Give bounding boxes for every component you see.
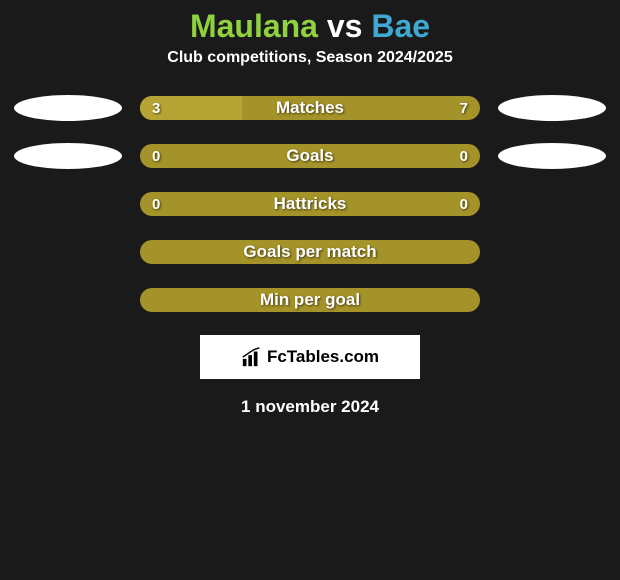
stat-row: Goals per match: [0, 239, 620, 265]
team-right-badge: [498, 143, 606, 169]
branding-box[interactable]: FcTables.com: [200, 335, 420, 379]
branding-text: FcTables.com: [267, 347, 379, 367]
stat-row: 37Matches: [0, 95, 620, 121]
stat-label: Goals per match: [140, 240, 480, 264]
bar-chart-icon: [241, 346, 263, 368]
team-right-badge: [498, 95, 606, 121]
spacer: [14, 287, 122, 313]
spacer: [14, 239, 122, 265]
date-label: 1 november 2024: [0, 397, 620, 417]
stat-bar: 37Matches: [140, 96, 480, 120]
stat-row: 00Goals: [0, 143, 620, 169]
stat-row: 00Hattricks: [0, 191, 620, 217]
stat-row: Min per goal: [0, 287, 620, 313]
stat-bar: Goals per match: [140, 240, 480, 264]
stat-label: Matches: [140, 96, 480, 120]
stat-bar: 00Hattricks: [140, 192, 480, 216]
stats-container: 37Matches 00Goals 00Hattricks Goals per mat…: [0, 95, 620, 313]
subtitle: Club competitions, Season 2024/2025: [0, 49, 620, 67]
stat-bar: 00Goals: [140, 144, 480, 168]
team-left-badge: [14, 143, 122, 169]
title-player2: Bae: [371, 8, 430, 44]
page-title: Maulana vs Bae: [0, 0, 620, 49]
spacer: [14, 191, 122, 217]
stat-label: Hattricks: [140, 192, 480, 216]
stat-bar: Min per goal: [140, 288, 480, 312]
team-left-badge: [14, 95, 122, 121]
spacer: [498, 239, 606, 265]
title-vs: vs: [327, 8, 363, 44]
title-player1: Maulana: [190, 8, 318, 44]
spacer: [498, 191, 606, 217]
stat-label: Min per goal: [140, 288, 480, 312]
stat-label: Goals: [140, 144, 480, 168]
spacer: [498, 287, 606, 313]
